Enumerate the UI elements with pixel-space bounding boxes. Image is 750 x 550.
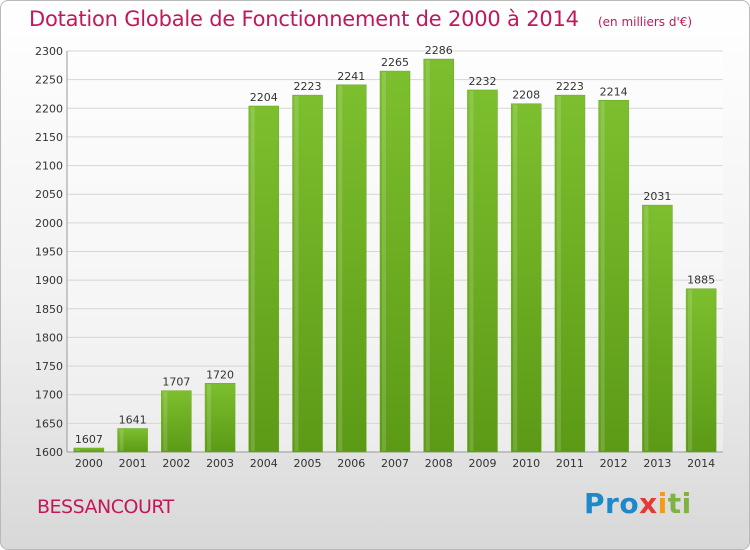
data-label: 1707	[162, 376, 190, 389]
x-tick-label: 2007	[381, 457, 409, 470]
data-label: 1885	[687, 274, 715, 287]
data-label: 1641	[119, 414, 147, 427]
y-tick-label: 2300	[35, 45, 63, 58]
y-tick-label: 1800	[35, 331, 63, 344]
x-tick-label: 2006	[337, 457, 365, 470]
y-tick-label: 1900	[35, 274, 63, 287]
y-tick-label: 1700	[35, 389, 63, 402]
bar-highlight	[644, 206, 649, 451]
data-label: 2223	[556, 80, 584, 93]
logo-part-1: Pro	[584, 487, 640, 520]
x-tick-label: 2002	[162, 457, 190, 470]
bar-highlight	[163, 391, 168, 451]
chart-title: Dotation Globale de Fonctionnement de 20…	[29, 7, 579, 31]
y-tick-label: 2150	[35, 131, 63, 144]
bar	[73, 447, 105, 453]
data-label: 2208	[512, 89, 540, 102]
bar	[467, 89, 498, 453]
y-tick-label: 1850	[35, 303, 63, 316]
x-tick-label: 2001	[119, 457, 147, 470]
bar	[161, 390, 192, 453]
y-tick-label: 2000	[35, 217, 63, 230]
bar-highlight	[425, 60, 430, 452]
title-line: Dotation Globale de Fonctionnement de 20…	[29, 7, 692, 31]
y-tick-label: 1600	[35, 446, 63, 459]
bar-highlight	[688, 289, 693, 451]
y-tick-label: 1650	[35, 417, 63, 430]
x-tick-label: 2012	[600, 457, 628, 470]
y-tick-label: 2200	[35, 102, 63, 115]
bar-highlight	[338, 85, 343, 451]
x-tick-label: 2011	[556, 457, 584, 470]
logo-part-3: i	[657, 487, 668, 520]
y-tick-label: 2050	[35, 188, 63, 201]
data-label: 2286	[425, 44, 453, 57]
bar	[204, 383, 236, 453]
x-tick-label: 2010	[512, 457, 540, 470]
data-label: 1720	[206, 368, 234, 381]
x-tick-label: 2009	[468, 457, 496, 470]
bar	[642, 204, 673, 453]
bar-highlight	[207, 384, 212, 451]
bar	[379, 70, 411, 453]
x-tick-label: 2014	[687, 457, 715, 470]
bar-highlight	[294, 96, 299, 452]
logo-part-4: ti	[667, 487, 692, 520]
y-tick-label: 1750	[35, 360, 63, 373]
bar	[598, 100, 629, 453]
x-tick-label: 2008	[425, 457, 453, 470]
bar-highlight	[250, 106, 255, 451]
x-tick-label: 2000	[75, 457, 103, 470]
bar-highlight	[600, 101, 605, 451]
y-tick-label: 2250	[35, 74, 63, 87]
commune-name: BESSANCOURT	[37, 496, 174, 518]
logo-part-2: x	[639, 487, 658, 520]
data-label: 2031	[643, 190, 671, 203]
bar	[554, 94, 586, 453]
bar-highlight	[513, 104, 518, 452]
proxiti-logo: Proxiti	[584, 487, 692, 520]
bar	[117, 428, 148, 453]
data-label: 2265	[381, 56, 409, 69]
x-tick-label: 2013	[643, 457, 671, 470]
x-tick-label: 2003	[206, 457, 234, 470]
data-label: 2232	[468, 75, 496, 88]
bar	[423, 58, 454, 453]
x-tick-label: 2005	[294, 457, 322, 470]
bar-highlight	[469, 90, 474, 451]
data-label: 2204	[250, 91, 278, 104]
bar	[510, 103, 542, 453]
data-label: 2241	[337, 70, 365, 83]
bar-highlight	[382, 72, 386, 452]
bar	[685, 288, 717, 453]
data-label: 1607	[75, 433, 103, 446]
bar	[292, 94, 323, 453]
y-tick-label: 1950	[35, 246, 63, 259]
chart-subtitle: (en milliers d'€)	[597, 15, 693, 29]
bar-highlight	[119, 429, 124, 451]
y-tick-label: 2100	[35, 160, 63, 173]
bar	[248, 105, 280, 453]
bar-highlight	[75, 448, 80, 451]
bar	[336, 84, 367, 453]
bar-highlight	[556, 96, 561, 452]
data-label: 2223	[294, 80, 322, 93]
x-tick-label: 2004	[250, 457, 278, 470]
data-label: 2214	[600, 85, 628, 98]
